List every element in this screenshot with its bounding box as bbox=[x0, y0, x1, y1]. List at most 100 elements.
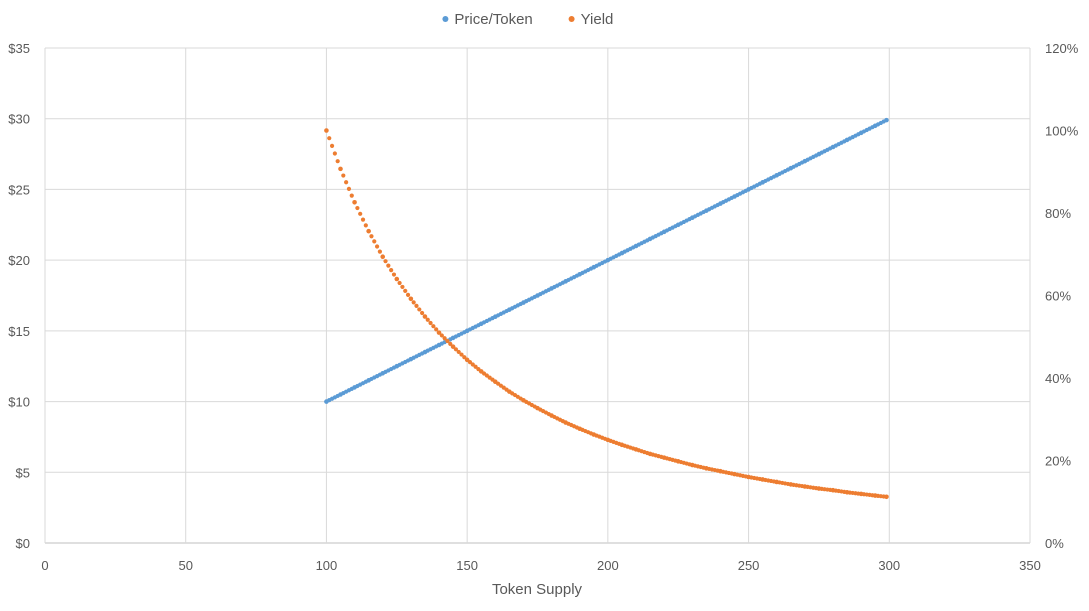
x-tick-label: 100 bbox=[316, 558, 338, 573]
data-point-fill bbox=[377, 249, 382, 254]
x-tick-label: 250 bbox=[738, 558, 760, 573]
data-point-fill bbox=[335, 393, 340, 399]
data-point-fill bbox=[701, 209, 706, 215]
data-point-fill bbox=[403, 288, 408, 293]
data-point-fill bbox=[743, 188, 748, 193]
data-point-fill bbox=[405, 292, 411, 297]
data-point-fill bbox=[346, 186, 352, 192]
y2-tick-label: 40% bbox=[1045, 371, 1071, 386]
data-point-fill bbox=[631, 446, 636, 451]
data-point-fill bbox=[518, 396, 523, 401]
data-point-fill bbox=[504, 308, 509, 314]
x-tick-label: 0 bbox=[41, 558, 48, 573]
y-tick-label: $35 bbox=[8, 41, 30, 56]
data-point-fill bbox=[349, 386, 354, 391]
data-point-fill bbox=[411, 300, 416, 305]
data-point-fill bbox=[417, 307, 422, 312]
data-point-fill bbox=[389, 267, 394, 273]
data-point-fill bbox=[462, 330, 467, 335]
series-yield bbox=[324, 128, 889, 500]
y2-tick-label: 80% bbox=[1045, 206, 1071, 221]
data-point bbox=[394, 276, 400, 282]
axis-layer bbox=[44, 48, 1031, 543]
data-point-fill bbox=[785, 167, 791, 172]
data-point-fill bbox=[743, 474, 748, 479]
data-point-fill bbox=[439, 333, 444, 338]
y-tick-label: $20 bbox=[8, 253, 30, 268]
data-point-fill bbox=[757, 476, 762, 482]
data-point-fill bbox=[363, 223, 368, 228]
data-point-fill bbox=[814, 153, 819, 158]
data-point-fill bbox=[360, 217, 366, 222]
data-point-fill bbox=[470, 362, 475, 367]
data-point-fill bbox=[881, 119, 886, 124]
y-tick-label: $10 bbox=[8, 395, 30, 410]
data-point-fill bbox=[490, 377, 495, 382]
data-point-fill bbox=[673, 458, 678, 463]
data-point-fill bbox=[420, 351, 425, 356]
x-axis-title: Token Supply bbox=[492, 581, 583, 598]
data-point-fill bbox=[332, 151, 337, 156]
data-point-fill bbox=[799, 160, 805, 165]
data-point-fill bbox=[870, 125, 875, 130]
data-point-fill bbox=[391, 272, 397, 277]
y2-tick-label: 60% bbox=[1045, 289, 1071, 304]
data-point-fill bbox=[434, 344, 439, 349]
data-point-fill bbox=[518, 301, 523, 307]
data-point-fill bbox=[574, 425, 580, 430]
data-point-fill bbox=[574, 273, 580, 278]
x-tick-label: 50 bbox=[178, 558, 192, 573]
data-point-fill bbox=[448, 341, 453, 346]
data-point-fill bbox=[420, 310, 425, 316]
legend-label: Yield bbox=[581, 11, 614, 28]
data-point-fill bbox=[453, 347, 458, 352]
data-point-fill bbox=[828, 487, 833, 492]
data-point-fill bbox=[363, 379, 368, 384]
data-point-fill bbox=[335, 159, 340, 164]
data-point-fill bbox=[425, 317, 430, 322]
data-point-fill bbox=[588, 266, 594, 271]
legend-marker bbox=[442, 16, 449, 22]
label-layer: $0 $5 $10 $15 $20 $25 $30 $35 0 50 100 150 200 250 300… bbox=[8, 41, 1078, 573]
data-point-fill bbox=[391, 365, 397, 370]
data-point-fill bbox=[459, 352, 464, 357]
data-point-fill bbox=[456, 349, 461, 355]
data-point-fill bbox=[659, 231, 664, 236]
data-point-fill bbox=[414, 303, 419, 308]
series-price-token bbox=[324, 117, 889, 404]
data-point-fill bbox=[617, 441, 622, 446]
data-point-fill bbox=[386, 263, 391, 268]
data-point-fill bbox=[799, 483, 805, 489]
data-point-fill bbox=[349, 193, 354, 198]
y-tick-label: $0 bbox=[16, 536, 30, 551]
data-point-fill bbox=[631, 245, 636, 250]
y-tick-label: $25 bbox=[8, 182, 30, 197]
data-point bbox=[408, 296, 414, 302]
data-point-fill bbox=[405, 358, 411, 363]
data-point-fill bbox=[546, 287, 551, 292]
x-tick-label: 150 bbox=[456, 558, 478, 573]
data-point-fill bbox=[771, 174, 777, 179]
data-point-fill bbox=[842, 489, 847, 494]
data-point-fill bbox=[355, 205, 360, 211]
data-point-fill bbox=[397, 280, 402, 286]
data-point-fill bbox=[881, 494, 886, 499]
data-point-fill bbox=[434, 327, 439, 332]
data-point-fill bbox=[476, 323, 481, 328]
y-tick-label: $30 bbox=[8, 112, 30, 127]
data-point-fill bbox=[546, 411, 551, 417]
data-point-fill bbox=[659, 454, 664, 459]
data-point-fill bbox=[504, 387, 509, 392]
data-point-fill bbox=[341, 173, 346, 178]
data-point-fill bbox=[372, 239, 377, 244]
data-point-fill bbox=[856, 491, 861, 496]
legend-label: Price/Token bbox=[454, 11, 532, 28]
legend: Price/Token Yield bbox=[442, 11, 613, 28]
data-point-fill bbox=[428, 320, 433, 326]
x-tick-label: 200 bbox=[597, 558, 619, 573]
data-point-fill bbox=[329, 143, 335, 148]
y-tick-label: $5 bbox=[16, 465, 30, 480]
data-point bbox=[366, 228, 371, 234]
y2-tick-label: 120% bbox=[1045, 41, 1079, 56]
data-point-fill bbox=[431, 324, 436, 329]
